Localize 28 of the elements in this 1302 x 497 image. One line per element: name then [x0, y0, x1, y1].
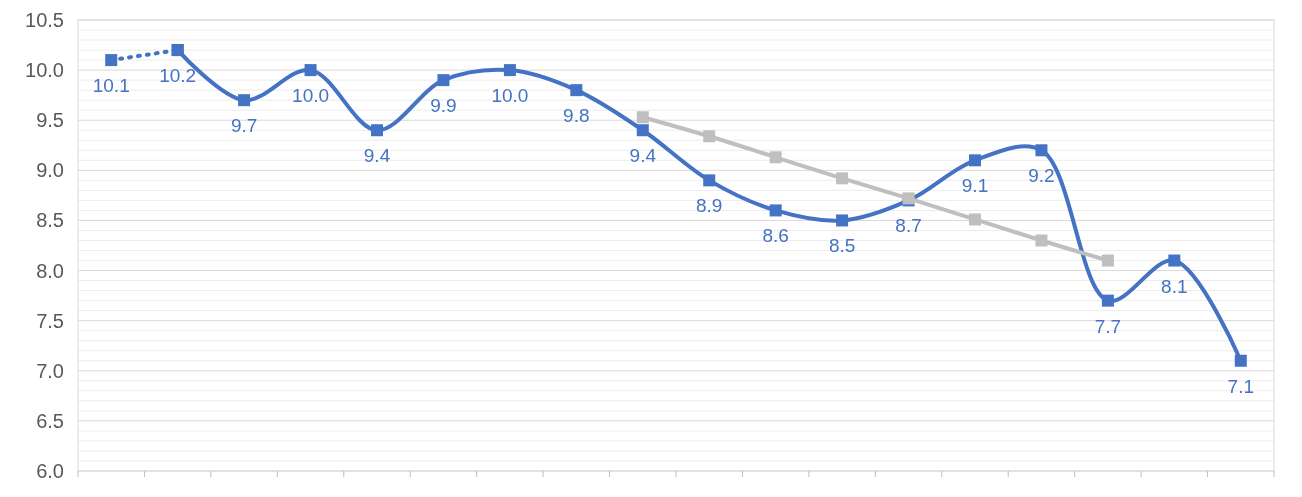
data-label: 8.9: [696, 195, 723, 217]
data-label: 8.7: [895, 215, 922, 237]
data-label: 10.1: [92, 75, 130, 97]
y-tick-label: 6.0: [36, 460, 64, 482]
data-label: 7.7: [1094, 315, 1122, 337]
data-label: 8.1: [1161, 275, 1188, 297]
data-label: 9.2: [1028, 165, 1055, 187]
y-tick-label: 9.5: [36, 109, 64, 132]
y-tick-label: 10.0: [25, 59, 64, 82]
data-label: 8.5: [828, 235, 856, 257]
data-label: 9.4: [629, 145, 657, 167]
y-tick-label: 10.5: [25, 9, 64, 31]
data-label: 9.9: [430, 95, 457, 117]
y-tick-label: 7.5: [36, 309, 64, 332]
data-label: 9.1: [961, 175, 989, 197]
data-label: 10.0: [491, 85, 529, 107]
data-label: 9.8: [563, 105, 590, 127]
data-label: 9.4: [363, 145, 391, 167]
data-label: 7.1: [1227, 375, 1254, 397]
y-tick-label: 7.0: [36, 359, 64, 382]
y-tick-label: 8.0: [36, 259, 64, 282]
data-label: 9.7: [230, 115, 258, 137]
y-tick-label: 8.5: [36, 209, 64, 232]
data-label: 10.0: [292, 85, 330, 107]
data-label: 10.2: [159, 65, 197, 87]
data-label: 8.6: [762, 225, 789, 247]
y-tick-label: 6.5: [36, 409, 64, 432]
y-tick-label: 9.0: [36, 159, 64, 182]
